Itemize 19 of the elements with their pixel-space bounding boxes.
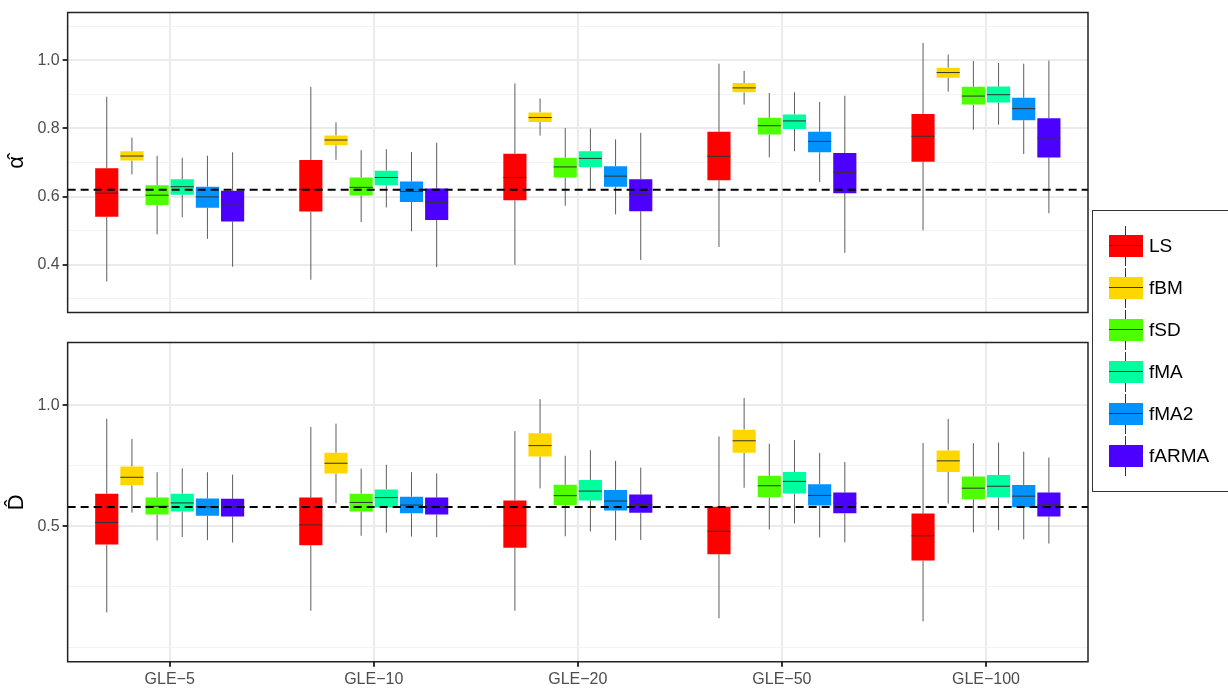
legend-label: LS [1149, 235, 1173, 257]
legend-label: fARMA [1149, 445, 1210, 467]
legend-label: fMA [1149, 361, 1183, 383]
y-tick-label: 1.0 [37, 395, 60, 413]
x-tick-label: GLE−100 [951, 669, 1021, 687]
legend-label: fMA2 [1149, 403, 1194, 425]
x-tick-label: GLE−20 [548, 669, 608, 687]
y-tick-label: 1.0 [37, 50, 60, 68]
x-tick-label: GLE−50 [752, 669, 812, 687]
y-tick-label: 0.4 [37, 255, 60, 273]
y-axis-title: D̂ [3, 494, 29, 511]
y-tick-label: 0.8 [37, 118, 60, 136]
y-axis-title: α̂ [3, 152, 29, 169]
x-tick-label: GLE−10 [344, 669, 404, 687]
legend-label: fBM [1149, 277, 1183, 299]
x-tick-label: GLE−5 [144, 669, 195, 687]
y-tick-label: 0.5 [37, 516, 60, 534]
y-tick-label: 0.6 [37, 186, 60, 204]
legend-label: fSD [1149, 319, 1181, 341]
